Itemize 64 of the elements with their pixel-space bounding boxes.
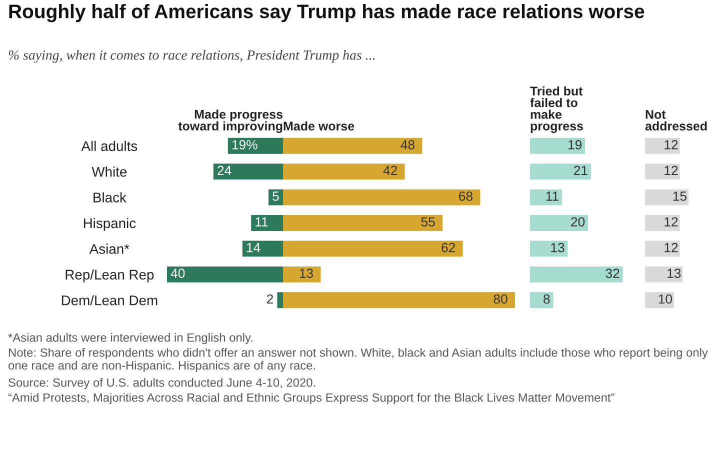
data-label: 12 [664,217,678,226]
data-label: 13 [551,242,564,252]
data-label: 10 [658,294,672,304]
data-label: 11 [546,192,558,201]
series-label: Made worse [284,121,354,131]
data-label: 19% [232,140,258,150]
chart-subtitle: % saying, when it comes to race relations, President Trump has ... [8,50,375,63]
text: Roughly half of Americans say Trump has made race relations worse [9,4,644,22]
bar [645,138,680,154]
y-tick-label: Asian* [89,244,130,254]
y-tick-label: Black [94,192,126,202]
data-label: 14 [246,243,260,252]
bar [242,240,283,257]
data-label: 48 [400,140,414,150]
bar [645,292,674,308]
data-label: 32 [606,268,620,278]
data-label: 55 [421,217,435,227]
data-label: 8 [544,294,550,304]
bar [645,189,688,206]
y-tick-label: Hispanic [84,218,136,231]
series-label: Tried but failed to make progress [530,86,583,133]
y-tick-label: All adults [81,140,138,152]
bar [277,292,283,308]
bar [645,240,680,257]
data-label: 5 [272,192,279,201]
data-label: 12 [664,242,678,252]
data-label: 62 [442,242,455,252]
bar [530,292,554,308]
data-label: 12 [664,166,678,175]
bar [530,266,623,282]
bar [530,189,562,206]
data-label: 21 [574,166,588,175]
text: Note: Share of respondents who didn't offer an answer not shown. White, black and Asian adults include those who report being only one race and are non-Hispanic. Hispanics are of any race. [8,348,708,372]
data-label: 13 [300,268,313,278]
data-label: 12 [664,140,678,150]
bar [268,189,283,206]
data-label: 15 [673,192,686,201]
bar [283,266,321,282]
bar [530,138,586,154]
data-label: 80 [494,294,508,304]
bar [645,164,680,180]
data-label: 11 [256,217,268,226]
data-label: 2 [266,294,273,304]
data-label: 24 [218,166,232,175]
text: “Amid Protests, Majorities Across Racial and Ethnic Groups Express Support for the Black Lives Matter Movement” [8,393,614,404]
data-label: 20 [571,217,585,227]
bar [530,215,588,231]
data-label: 13 [668,268,681,278]
y-tick-label: Dem/Lean Dem [62,295,158,306]
bar [645,266,683,282]
text: *Asian adults were interviewed in English only. [8,333,252,344]
source-note: Source: Survey of U.S. adults conducted June 4-10, 2020. [8,378,315,390]
data-label: 19 [568,140,582,150]
y-tick-label: White [92,166,127,177]
series-label: Made progress toward improving [178,110,282,133]
bar [530,164,591,180]
series-label: Not addressed [645,110,707,131]
bar [251,215,283,231]
bar [530,240,568,257]
data-label: 40 [170,268,185,278]
data-label: 42 [383,166,397,175]
data-label: 68 [459,191,472,201]
bar [645,215,680,231]
y-tick-label: Rep/Lean Rep [66,269,154,282]
